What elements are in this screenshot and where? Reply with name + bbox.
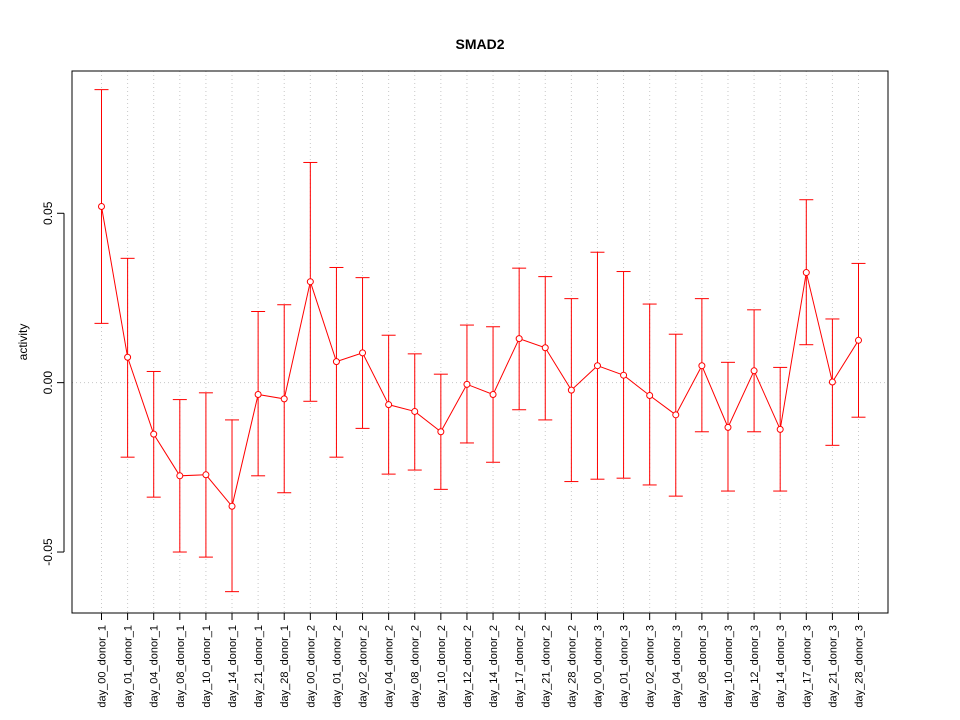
data-point — [176, 472, 184, 480]
series — [94, 89, 866, 593]
chart-title: SMAD2 — [455, 36, 504, 52]
data-point — [593, 362, 601, 370]
x-tick-label: day_28_donor_2 — [566, 625, 578, 708]
x-tick-label: day_01_donor_1 — [123, 625, 135, 708]
data-point — [620, 371, 628, 379]
data-point — [385, 401, 393, 409]
y-tick-label: -0.05 — [41, 538, 55, 566]
data-point — [828, 378, 836, 386]
x-tick-label: day_08_donor_2 — [410, 625, 422, 708]
data-point — [567, 386, 575, 394]
data-point — [332, 358, 340, 366]
x-tick-label: day_28_donor_1 — [279, 625, 291, 708]
data-point — [750, 367, 758, 375]
x-tick-label: day_00_donor_2 — [305, 625, 317, 708]
x-tick-label: day_14_donor_2 — [488, 625, 500, 708]
data-point — [776, 425, 784, 433]
x-tick-label: day_08_donor_3 — [697, 625, 709, 708]
x-tick-label: day_10_donor_3 — [723, 625, 735, 708]
x-tick-label: day_01_donor_3 — [619, 625, 631, 708]
plot-frame — [71, 70, 889, 614]
grid — [72, 71, 888, 613]
data-point — [802, 269, 810, 277]
y-axis-label: activity — [16, 324, 30, 361]
data-point — [359, 349, 367, 357]
data-point — [280, 395, 288, 403]
x-tick-label: day_02_donor_3 — [645, 625, 657, 708]
x-tick-label: day_10_donor_1 — [201, 625, 213, 708]
data-point — [489, 391, 497, 399]
data-point — [672, 411, 680, 419]
x-tick-label: day_01_donor_2 — [331, 625, 343, 708]
x-tick-label: day_04_donor_3 — [671, 625, 683, 708]
data-point — [698, 362, 706, 370]
x-tick-label: day_00_donor_1 — [97, 625, 109, 708]
data-point — [202, 471, 210, 479]
data-point — [124, 353, 132, 361]
x-tick-label: day_21_donor_2 — [540, 625, 552, 708]
x-tick-label: day_04_donor_2 — [384, 625, 396, 708]
x-tick-label: day_28_donor_3 — [854, 625, 866, 708]
data-point — [463, 380, 471, 388]
x-tick-label: day_17_donor_3 — [801, 625, 813, 708]
data-point — [306, 278, 314, 286]
data-point — [98, 203, 105, 210]
x-tick-label: day_21_donor_1 — [253, 625, 265, 708]
data-point — [411, 407, 419, 415]
x-tick-label: day_12_donor_2 — [462, 625, 474, 708]
series-line — [101, 206, 859, 508]
data-point — [724, 423, 732, 431]
x-tick-label: day_12_donor_3 — [749, 625, 761, 708]
x-tick-label: day_04_donor_1 — [149, 625, 161, 708]
x-tick-label: day_21_donor_3 — [827, 625, 839, 708]
data-point — [515, 335, 523, 343]
x-tick-label: day_14_donor_3 — [775, 625, 787, 708]
x-tick-label: day_10_donor_2 — [436, 625, 448, 708]
x-tick-label: day_02_donor_2 — [358, 625, 370, 708]
y-axis: -0.05 0.00 0.05 — [41, 201, 65, 566]
data-point — [150, 430, 158, 438]
data-point — [437, 428, 445, 436]
data-point — [254, 391, 262, 399]
x-tick-label: day_14_donor_1 — [227, 625, 239, 708]
y-tick-label: 0.05 — [41, 201, 55, 225]
x-tick-label: day_08_donor_1 — [175, 625, 187, 708]
data-point — [541, 344, 549, 352]
data-point — [228, 502, 236, 510]
data-point — [855, 336, 862, 344]
y-tick-label: 0.00 — [41, 371, 55, 395]
x-axis: day_00_donor_1 day_01_donor_1 day_04_donor… — [97, 612, 866, 708]
x-tick-label: day_00_donor_3 — [592, 625, 604, 708]
x-tick-label: day_17_donor_2 — [514, 625, 526, 708]
data-point — [646, 392, 654, 400]
